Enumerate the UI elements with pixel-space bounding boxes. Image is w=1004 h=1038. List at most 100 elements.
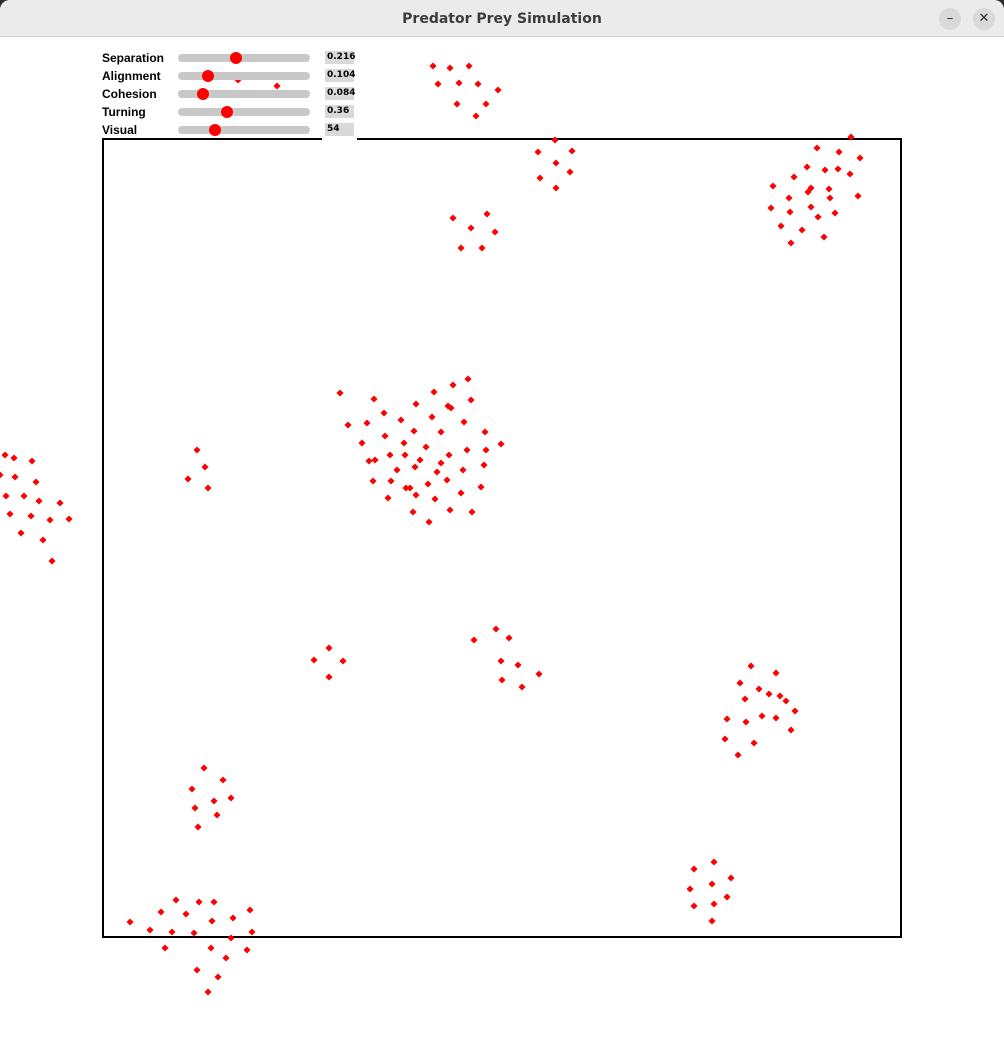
boid	[227, 794, 234, 801]
boid	[477, 483, 484, 490]
boid	[0, 471, 4, 478]
boid	[750, 739, 757, 746]
boid	[445, 451, 452, 458]
boid	[190, 929, 197, 936]
boid	[787, 726, 794, 733]
alignment-label: Alignment	[102, 68, 161, 84]
boid	[723, 715, 730, 722]
alignment-slider[interactable]	[178, 72, 310, 80]
boid	[344, 421, 351, 428]
boid	[482, 100, 489, 107]
boid	[791, 707, 798, 714]
boid	[457, 489, 464, 496]
boid	[425, 518, 432, 525]
boid	[35, 497, 42, 504]
boid	[48, 557, 55, 564]
boid	[339, 657, 346, 664]
boid	[457, 244, 464, 251]
boid	[834, 165, 841, 172]
control-separation: Separation 0.216	[102, 50, 362, 68]
boid	[765, 690, 772, 697]
control-visual: Visual 54	[102, 122, 362, 140]
boid	[690, 902, 697, 909]
boid	[535, 670, 542, 677]
boid	[400, 439, 407, 446]
minimize-button[interactable]: –	[939, 8, 961, 30]
boid	[191, 804, 198, 811]
boid	[798, 226, 805, 233]
boid	[498, 676, 505, 683]
boid	[443, 476, 450, 483]
boid	[568, 147, 575, 154]
boid	[734, 751, 741, 758]
visual-slider[interactable]	[178, 126, 310, 134]
boid	[772, 714, 779, 721]
boid	[434, 80, 441, 87]
boid	[310, 656, 317, 663]
boid	[826, 194, 833, 201]
boid	[742, 718, 749, 725]
boid	[10, 454, 17, 461]
boid	[552, 184, 559, 191]
visual-value: 54	[325, 123, 354, 136]
close-button[interactable]: ✕	[973, 8, 995, 30]
boid	[208, 917, 215, 924]
boid	[446, 506, 453, 513]
boid	[336, 389, 343, 396]
boid	[56, 499, 63, 506]
boid	[492, 625, 499, 632]
boid	[747, 662, 754, 669]
boid	[820, 233, 827, 240]
boid	[467, 224, 474, 231]
cohesion-slider[interactable]	[178, 90, 310, 98]
boid	[755, 685, 762, 692]
boid	[518, 683, 525, 690]
boid	[11, 473, 18, 480]
boid	[222, 954, 229, 961]
boid	[825, 185, 832, 192]
boid	[65, 515, 72, 522]
boid	[468, 508, 475, 515]
boid	[777, 222, 784, 229]
turning-slider[interactable]	[178, 108, 310, 116]
visual-slider-knob[interactable]	[209, 124, 221, 136]
alignment-value: 0.104	[325, 69, 354, 82]
boid	[371, 456, 378, 463]
boid	[769, 182, 776, 189]
minimize-icon: –	[947, 11, 954, 26]
boid	[370, 395, 377, 402]
boid	[386, 451, 393, 458]
boid	[534, 148, 541, 155]
control-alignment: Alignment 0.104	[102, 68, 362, 86]
control-turning: Turning 0.36	[102, 104, 362, 122]
boid	[161, 944, 168, 951]
turning-slider-knob[interactable]	[221, 106, 233, 118]
boid	[782, 697, 789, 704]
boid	[210, 797, 217, 804]
simulation-svg	[0, 38, 1004, 1038]
control-cohesion: Cohesion 0.084	[102, 86, 362, 104]
boid	[536, 174, 543, 181]
boid	[207, 944, 214, 951]
separation-slider[interactable]	[178, 54, 310, 62]
title-bar[interactable]: Predator Prey Simulation – ✕	[0, 0, 1004, 37]
boid	[172, 896, 179, 903]
boid	[807, 203, 814, 210]
boid	[219, 776, 226, 783]
boid	[790, 173, 797, 180]
cohesion-slider-knob[interactable]	[197, 88, 209, 100]
boid	[736, 679, 743, 686]
boid	[409, 508, 416, 515]
boid	[835, 148, 842, 155]
boid	[20, 492, 27, 499]
alignment-slider-knob[interactable]	[202, 70, 214, 82]
simulation-canvas[interactable]: Separation 0.216 Alignment 0.104 Cohesion 0.0…	[0, 38, 1004, 1038]
separation-slider-knob[interactable]	[230, 52, 242, 64]
boid	[422, 443, 429, 450]
boid	[411, 463, 418, 470]
boid	[459, 466, 466, 473]
cohesion-value: 0.084	[325, 87, 354, 100]
boid	[412, 400, 419, 407]
separation-label: Separation	[102, 50, 164, 66]
